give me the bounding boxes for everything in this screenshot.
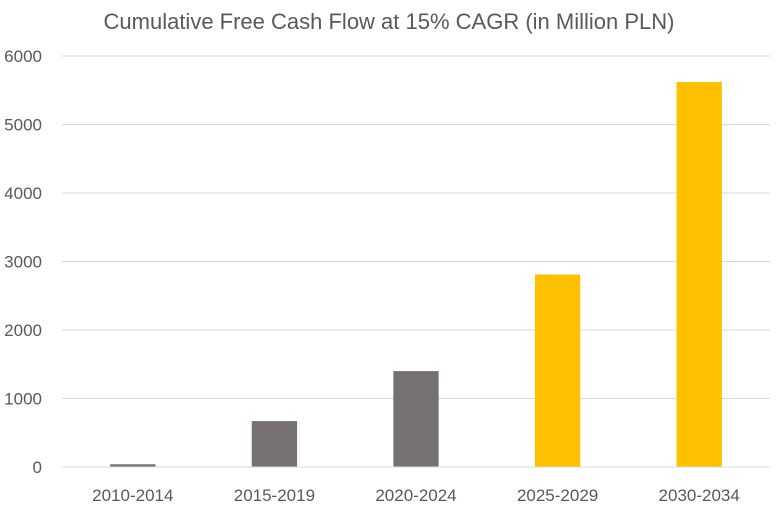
- x-axis-tick-labels: 2010-2014 2015-2019 2020-2024 2025-2029 2030…: [92, 486, 740, 505]
- y-tick-label: 6000: [4, 47, 42, 66]
- x-tick-label: 2025-2029: [517, 486, 598, 505]
- y-tick-label: 0: [33, 458, 42, 477]
- bar: [110, 464, 156, 467]
- y-tick-label: 4000: [4, 184, 42, 203]
- y-tick-label: 3000: [4, 253, 42, 272]
- x-tick-label: 2010-2014: [92, 486, 173, 505]
- y-axis-tick-labels: 0 1000 2000 3000 4000 5000 6000: [4, 47, 42, 477]
- bar: [251, 421, 298, 467]
- bar: [393, 371, 439, 467]
- x-tick-label: 2030-2034: [659, 486, 740, 505]
- chart-title: Cumulative Free Cash Flow at 15% CAGR (i…: [104, 9, 675, 34]
- x-tick-label: 2020-2024: [375, 486, 456, 505]
- bar: [534, 274, 581, 467]
- x-tick-label: 2015-2019: [234, 486, 315, 505]
- gridlines: [62, 55, 770, 399]
- y-tick-label: 5000: [4, 116, 42, 135]
- y-tick-label: 1000: [4, 390, 42, 409]
- bars: [110, 82, 722, 467]
- y-tick-label: 2000: [4, 321, 42, 340]
- bar: [676, 82, 722, 467]
